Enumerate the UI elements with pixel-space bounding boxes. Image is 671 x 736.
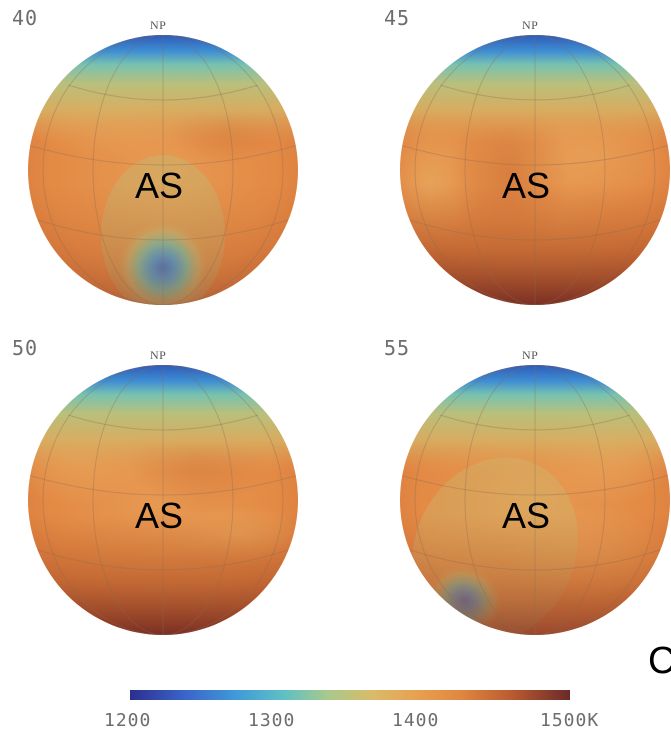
colorbar-tick: 1300 bbox=[248, 710, 296, 731]
colorbar-tick: 1400 bbox=[392, 710, 440, 731]
cropped-letter: C bbox=[648, 640, 671, 682]
panel-number: 55 bbox=[384, 336, 411, 360]
panel-45: 45 NP AS bbox=[370, 0, 671, 330]
colorbar-tick: 1500K bbox=[540, 710, 600, 731]
panel-55: 55 NP AS bbox=[370, 330, 671, 660]
north-pole-label: NP bbox=[150, 18, 167, 32]
region-label: AS bbox=[135, 165, 184, 206]
panel-number: 45 bbox=[384, 6, 411, 30]
panel-number: 40 bbox=[12, 6, 39, 30]
region-label: AS bbox=[502, 495, 551, 536]
region-label: AS bbox=[502, 165, 551, 206]
globe-map bbox=[400, 35, 670, 305]
temperature-colorbar bbox=[130, 690, 570, 700]
region-label: AS bbox=[135, 495, 184, 536]
panel-number: 50 bbox=[12, 336, 39, 360]
north-pole-label: NP bbox=[150, 348, 167, 362]
north-pole-label: NP bbox=[522, 348, 539, 362]
globe-map bbox=[28, 365, 298, 635]
panel-50: 50 NP AS bbox=[0, 330, 335, 660]
globe-map bbox=[28, 35, 298, 305]
globe-map bbox=[400, 365, 670, 635]
panel-40: 40 NP AS bbox=[0, 0, 335, 330]
north-pole-label: NP bbox=[522, 18, 539, 32]
colorbar-tick: 1200 bbox=[104, 710, 152, 731]
